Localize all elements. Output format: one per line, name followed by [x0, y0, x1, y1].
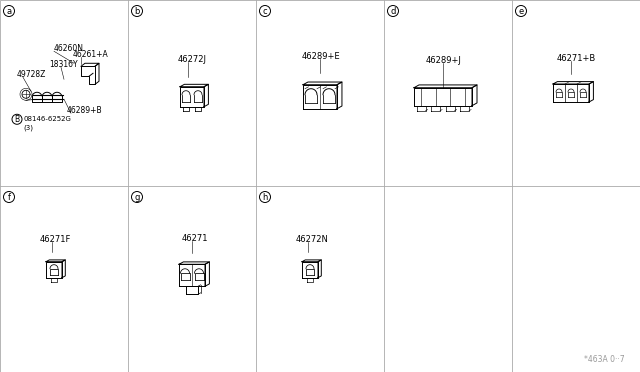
Text: f: f [8, 192, 10, 202]
Text: 46271F: 46271F [40, 235, 72, 244]
Circle shape [515, 6, 527, 16]
Text: b: b [134, 6, 140, 16]
Circle shape [3, 6, 15, 16]
Circle shape [12, 114, 22, 124]
Circle shape [131, 192, 143, 202]
Text: d: d [390, 6, 396, 16]
Text: e: e [518, 6, 524, 16]
Text: 46272J: 46272J [178, 55, 207, 64]
Text: c: c [262, 6, 268, 16]
Text: g: g [134, 192, 140, 202]
Text: 46271+B: 46271+B [557, 54, 596, 63]
Text: *463A 0··7: *463A 0··7 [584, 355, 625, 364]
Text: B: B [15, 115, 20, 124]
Text: 46289+J: 46289+J [426, 56, 462, 65]
Circle shape [259, 192, 271, 202]
Text: 18316Y: 18316Y [49, 60, 77, 69]
Circle shape [259, 6, 271, 16]
Circle shape [3, 192, 15, 202]
Text: 49728Z: 49728Z [17, 70, 46, 79]
Text: a: a [6, 6, 12, 16]
Text: 46271: 46271 [182, 234, 209, 243]
Text: 46272N: 46272N [296, 235, 329, 244]
Text: 46289+B: 46289+B [67, 106, 102, 115]
Text: h: h [262, 192, 268, 202]
Circle shape [387, 6, 399, 16]
Circle shape [131, 6, 143, 16]
Text: 08146-6252G: 08146-6252G [23, 116, 71, 122]
Text: (3): (3) [23, 124, 33, 131]
Text: 46261+A: 46261+A [73, 50, 109, 59]
Text: 46260N: 46260N [54, 44, 84, 53]
Text: 46289+E: 46289+E [302, 52, 340, 61]
